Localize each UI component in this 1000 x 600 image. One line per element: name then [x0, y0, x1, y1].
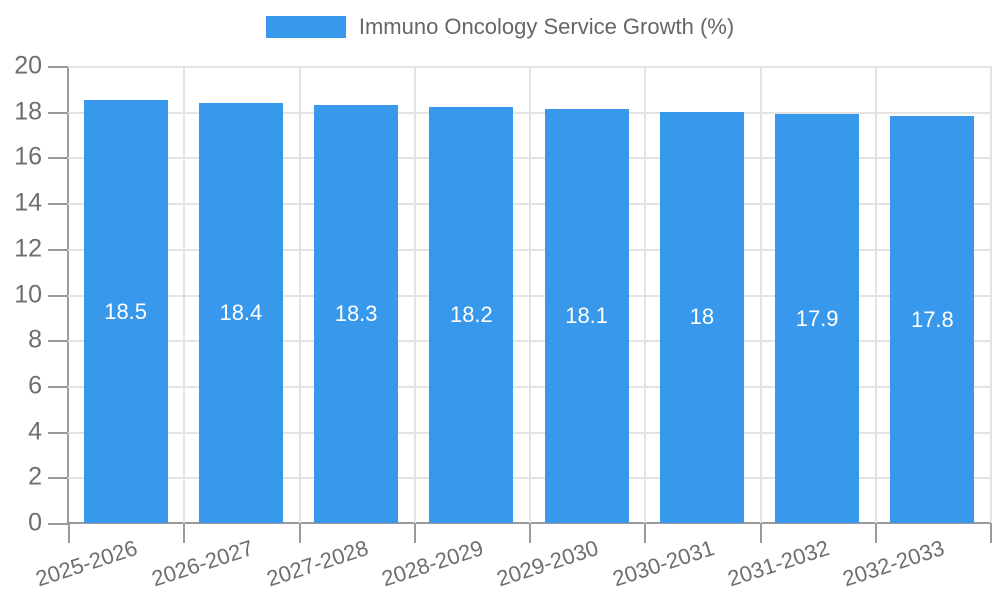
bar[interactable] [659, 111, 744, 523]
y-tick-mark [48, 157, 68, 160]
y-tick-mark [48, 294, 68, 297]
x-tick-mark [529, 523, 531, 543]
y-tick-label: 10 [14, 280, 42, 308]
y-tick-label: 2 [28, 462, 42, 491]
bar[interactable] [775, 114, 860, 523]
x-tick-mark [68, 523, 70, 543]
y-tick-label: 12 [14, 234, 42, 263]
y-tick-mark [48, 66, 68, 68]
bar[interactable] [314, 104, 399, 523]
x-tick-label: 2025-2026 [32, 535, 141, 592]
bar[interactable] [198, 102, 283, 523]
x-tick-mark [644, 523, 647, 543]
x-gridline [413, 66, 416, 523]
x-tick-mark [298, 523, 301, 543]
x-gridline [874, 66, 877, 523]
x-gridline [529, 66, 531, 523]
bar[interactable] [429, 107, 514, 523]
legend-label: Immuno Oncology Service Growth (%) [358, 14, 735, 39]
x-tick-label: 2028-2029 [378, 535, 487, 592]
y-tick-mark [48, 477, 68, 480]
x-tick-label: 2031-2032 [724, 535, 833, 592]
x-gridline [298, 66, 301, 523]
y-tick-label: 0 [28, 508, 42, 537]
legend-swatch-icon [265, 16, 346, 38]
y-tick-label: 4 [28, 417, 42, 446]
y-tick-mark [48, 203, 68, 206]
y-tick-mark [48, 523, 68, 525]
x-tick-mark [990, 523, 992, 543]
x-tick-label: 2030-2031 [609, 535, 717, 592]
x-tick-label: 2032-2033 [839, 535, 948, 592]
x-tick-label: 2027-2028 [263, 535, 372, 592]
x-tick-mark [759, 523, 762, 543]
y-gridline [68, 66, 990, 68]
plot-area: 0 2 4 6 8 10 12 14 16 18 20 18.5 2025-2026 18.4 2026-2… [14, 53, 992, 591]
y-tick-label: 6 [28, 371, 42, 400]
x-tick-label: 2029-2030 [493, 535, 602, 592]
y-tick-mark [48, 248, 68, 251]
y-axis-line [67, 66, 69, 523]
y-tick-mark [48, 340, 68, 343]
y-tick-mark [48, 111, 68, 114]
y-tick-label: 14 [14, 188, 42, 217]
x-tick-label: 2026-2027 [148, 535, 256, 592]
x-tick-mark [183, 523, 186, 543]
y-tick-label: 16 [14, 142, 42, 171]
legend[interactable]: Immuno Oncology Service Growth (%) [0, 16, 1000, 38]
y-tick-label: 8 [28, 325, 42, 354]
x-gridline [183, 66, 186, 523]
y-tick-label: 20 [14, 51, 42, 80]
bar[interactable] [890, 116, 975, 523]
x-gridline [759, 66, 762, 523]
y-tick-label: 18 [14, 97, 42, 126]
x-gridline [990, 66, 992, 523]
x-tick-mark [874, 523, 877, 543]
x-tick-mark [413, 523, 416, 543]
bar[interactable] [544, 109, 629, 523]
y-tick-mark [48, 385, 68, 388]
bar[interactable] [83, 100, 168, 523]
x-gridline [644, 66, 647, 523]
y-tick-mark [48, 431, 68, 434]
